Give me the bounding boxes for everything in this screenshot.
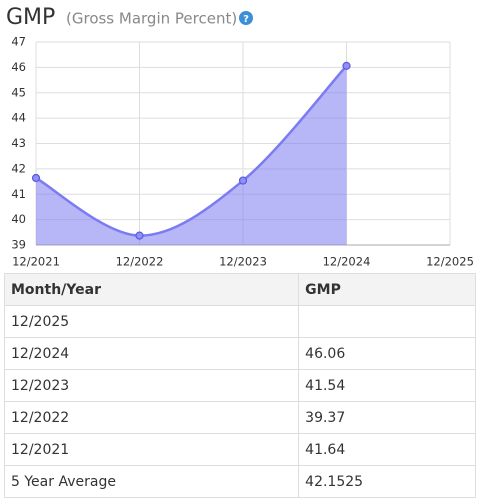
point bbox=[31, 173, 41, 183]
y-tick-label: 46 bbox=[11, 60, 26, 74]
point bbox=[238, 176, 248, 185]
header-cell: GMP bbox=[298, 273, 476, 306]
y-tick-label: 41 bbox=[11, 187, 26, 201]
chart-subtitle: (Gross Margin Percent) bbox=[66, 10, 237, 28]
table-cell: 46.06 bbox=[298, 337, 476, 370]
table-cell: 41.64 bbox=[298, 433, 476, 466]
table-cell: 12/2024 bbox=[3, 337, 300, 370]
x-tick-label: 12/2022 bbox=[116, 255, 164, 269]
table-cell: 5 Year Average bbox=[3, 465, 300, 498]
table-row: 12/2025 bbox=[3, 305, 476, 338]
table-row: 12/2024 46.06 bbox=[3, 337, 476, 370]
x-tick-label: 12/2021 bbox=[12, 255, 60, 269]
point bbox=[342, 61, 351, 70]
data-table: Month/Year GMP 12/2025 12/2024 46.06 12/2023 4… bbox=[3, 273, 476, 498]
y-tick-label: 43 bbox=[11, 136, 26, 150]
table-row: 12/2023 41.54 bbox=[3, 369, 476, 402]
table-row: 12/2021 41.64 bbox=[3, 433, 476, 466]
table-cell: 39.37 bbox=[298, 401, 476, 434]
y-tick-label: 42 bbox=[11, 161, 26, 175]
point bbox=[135, 231, 144, 240]
area-fill bbox=[36, 65, 347, 245]
header-row: Month/Year GMP bbox=[3, 273, 476, 306]
table-cell: 12/2021 bbox=[3, 433, 300, 466]
chart: GMP (Gross Margin Percent) ? 39 40 41 42 43 4… bbox=[6, 5, 474, 269]
table-cell: 42.1525 bbox=[298, 465, 476, 498]
y-tick-label: 44 bbox=[11, 111, 26, 125]
help-icon-mark: ? bbox=[243, 14, 249, 25]
y-tick-label: 47 bbox=[11, 35, 26, 49]
chart-title: GMP bbox=[6, 5, 55, 30]
header-cell: Month/Year bbox=[3, 273, 300, 306]
table-cell: 12/2022 bbox=[3, 401, 300, 434]
x-tick-label: 12/2024 bbox=[323, 255, 371, 269]
table-cell: 41.54 bbox=[298, 369, 476, 402]
table-row: 12/2022 39.37 bbox=[3, 401, 476, 434]
table-cell: 12/2025 bbox=[3, 305, 300, 338]
help-icon[interactable] bbox=[239, 11, 253, 25]
x-tick-label: 12/2025 bbox=[426, 255, 474, 269]
table-cell: 12/2023 bbox=[3, 369, 300, 402]
table-row: 5 Year Average 42.1525 bbox=[3, 465, 476, 498]
line bbox=[35, 65, 348, 237]
y-tick-label: 40 bbox=[11, 212, 26, 226]
x-tick-label: 12/2023 bbox=[219, 255, 267, 269]
table-cell bbox=[298, 305, 476, 338]
y-tick-label: 45 bbox=[11, 85, 26, 99]
y-tick-label: 39 bbox=[11, 238, 26, 252]
